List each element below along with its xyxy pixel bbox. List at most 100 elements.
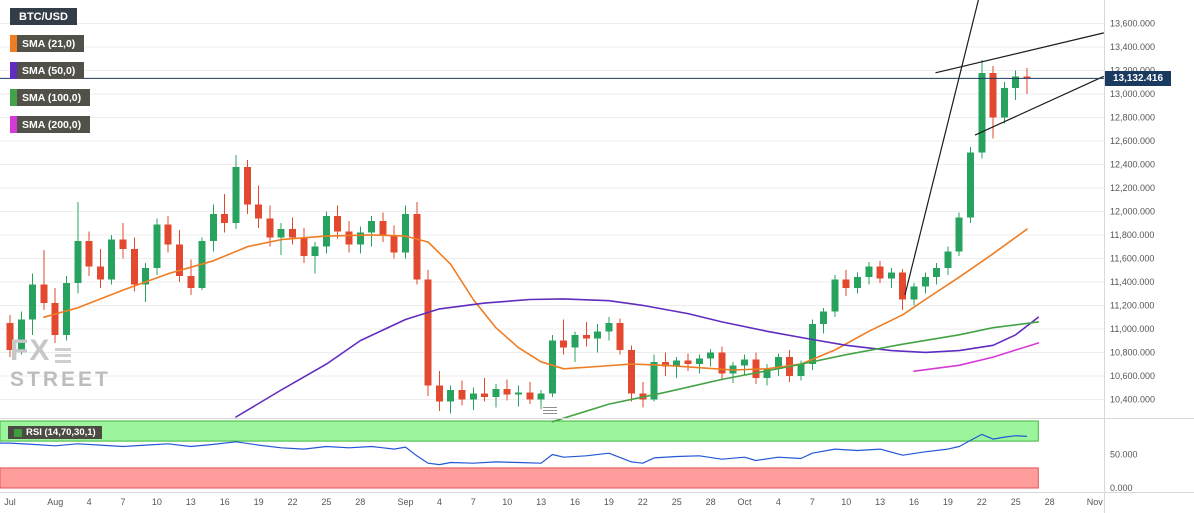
candle — [1000, 82, 1008, 124]
candle-body — [29, 284, 37, 320]
candle — [842, 270, 850, 297]
candle — [322, 211, 330, 254]
price-tick-label: 12,400.000 — [1110, 159, 1155, 169]
candle — [209, 204, 217, 252]
candle-body — [831, 279, 839, 312]
symbol-badge[interactable]: BTC/USD — [10, 8, 77, 25]
candle — [469, 387, 477, 410]
candle-body — [221, 213, 229, 224]
candle-body — [176, 244, 183, 277]
date-tick-label: Jul — [4, 497, 16, 507]
candle-body — [876, 266, 884, 279]
candle-body — [989, 72, 997, 118]
pane-collapse-icon[interactable] — [543, 407, 557, 416]
candle-body — [537, 393, 545, 400]
candle — [582, 321, 590, 347]
sma-21-badge[interactable]: SMA (21,0) — [10, 35, 85, 52]
candle-body — [955, 217, 963, 252]
price-tick-label: 11,600.000 — [1110, 253, 1154, 263]
candle — [639, 381, 647, 408]
candle-body — [424, 279, 432, 386]
candle — [176, 230, 183, 282]
date-tick-label: 19 — [254, 497, 264, 507]
price-tick-label: 11,200.000 — [1110, 300, 1154, 310]
candle — [85, 231, 93, 277]
date-tick-label: 19 — [604, 497, 614, 507]
candle-body — [933, 267, 941, 278]
price-tick-label: 11,800.000 — [1110, 230, 1154, 240]
sma-100-line — [551, 321, 1040, 423]
candle-body — [910, 286, 918, 300]
candle — [831, 274, 839, 318]
fxstreet-watermark: FX STREET — [10, 336, 111, 391]
candle — [616, 318, 624, 355]
candle — [130, 237, 138, 292]
price-tick-label: 13,000.000 — [1110, 89, 1155, 99]
candle — [96, 249, 104, 288]
sma-50-badge[interactable]: SMA (50,0) — [10, 62, 85, 79]
sma-100-label: SMA (100,0) — [22, 91, 82, 104]
sma-100-badge[interactable]: SMA (100,0) — [10, 89, 91, 106]
date-tick-label: 22 — [638, 497, 648, 507]
date-tick-label: 10 — [502, 497, 512, 507]
candle — [356, 226, 364, 254]
date-tick-label: 7 — [120, 497, 125, 507]
price-tick-label: 11,400.000 — [1110, 277, 1154, 287]
trendline-1[interactable] — [904, 0, 979, 295]
date-tick-label: Sep — [397, 497, 413, 507]
candle-body — [921, 277, 929, 287]
candle-body — [741, 359, 748, 366]
candle — [718, 346, 726, 381]
candle-body — [390, 236, 398, 253]
candle-body — [548, 340, 556, 394]
price-tick-label: 12,800.000 — [1110, 112, 1155, 122]
candle — [368, 216, 376, 247]
date-tick-label: 28 — [706, 497, 716, 507]
candle-body — [51, 303, 59, 335]
candle — [40, 250, 48, 311]
date-tick-label: 13 — [875, 497, 885, 507]
candle-body — [74, 240, 82, 284]
candle-body — [187, 276, 195, 288]
candle — [820, 307, 828, 334]
price-tick-label: 12,600.000 — [1110, 136, 1155, 146]
candle-body — [661, 361, 669, 367]
candle — [164, 216, 172, 253]
candle — [300, 227, 308, 264]
candle-body — [865, 266, 873, 278]
date-tick-label: 25 — [672, 497, 682, 507]
candle — [17, 311, 25, 355]
date-tick-label: 7 — [471, 497, 476, 507]
date-tick-label: 4 — [437, 497, 442, 507]
trendline-layer — [0, 0, 1105, 295]
candle-body — [435, 385, 443, 402]
candle — [63, 276, 70, 341]
sma-200-line — [913, 342, 1040, 373]
price-tick-label: 10,600.000 — [1110, 371, 1155, 381]
candle-body — [345, 231, 353, 245]
date-tick-label: 22 — [287, 497, 297, 507]
trendline-3[interactable] — [974, 75, 1105, 136]
sma-200-badge[interactable]: SMA (200,0) — [10, 116, 91, 133]
candle — [390, 225, 398, 259]
price-tick-label: 11,000.000 — [1110, 324, 1154, 334]
candle-body — [164, 224, 172, 245]
candle — [6, 314, 14, 358]
candle-body — [153, 224, 161, 268]
price-tick-label: 10,400.000 — [1110, 394, 1155, 404]
candle-body — [447, 389, 455, 402]
candle — [684, 353, 692, 372]
candle — [153, 218, 161, 275]
candle-body — [718, 352, 726, 374]
sma-200-label: SMA (200,0) — [22, 118, 82, 131]
date-tick-label: Aug — [47, 497, 63, 507]
candle — [967, 146, 974, 224]
candle-body — [673, 360, 681, 367]
trendline-2[interactable] — [935, 32, 1104, 74]
candle-body — [481, 393, 489, 398]
candle — [628, 345, 635, 402]
candle-body — [255, 204, 263, 219]
rsi-badge[interactable]: RSI (14,70,30,1) — [8, 426, 102, 439]
